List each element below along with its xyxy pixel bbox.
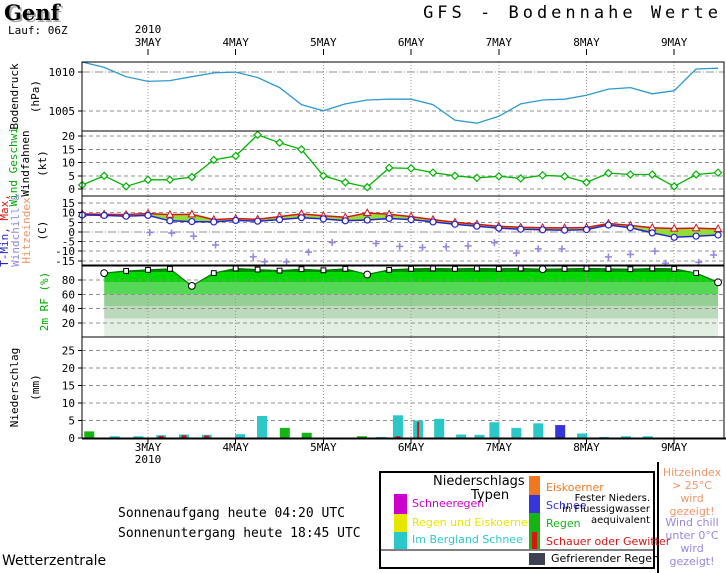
liquid-equivalent-note: Fester Nieders. in Fluessigwasser aequiv… [562, 493, 650, 526]
wind-chill-note: Wind chill unter 0°C wird gezeigt! [660, 516, 724, 568]
site-name: Wetterzentrale [2, 553, 107, 569]
svg-text:0: 0 [68, 226, 75, 239]
svg-text:Wind Geschwi.: Wind Geschwi. [7, 120, 20, 206]
mountain-snow-label: Im Bergland Schnee [412, 533, 523, 546]
svg-text:7MAY: 7MAY [486, 441, 513, 454]
svg-text:Windfahnen: Windfahnen [19, 130, 32, 196]
svg-text:25: 25 [62, 345, 75, 358]
storm-stripe-swatch [532, 532, 537, 549]
rain-ice-label: Regen und Eiskoerner [412, 516, 533, 529]
heat-note-line-1: Hitzeindex [662, 466, 722, 479]
svg-text:6MAY: 6MAY [398, 441, 425, 454]
chart-title: GFS - Bodennahe Werte [423, 3, 722, 23]
equiv-line-2: in Fluessigwasser [562, 504, 650, 515]
svg-text:0: 0 [68, 432, 75, 445]
rain-label: Regen [546, 517, 581, 530]
svg-text:9MAY: 9MAY [661, 36, 688, 49]
equiv-line-3: aequivalent [591, 515, 650, 526]
run-label: Lauf: 06Z [8, 24, 68, 37]
svg-text:2010: 2010 [135, 23, 162, 36]
svg-text:5: 5 [68, 170, 75, 183]
ice-pellets-swatch [529, 476, 540, 495]
ice-pellets-label: Eiskoerner [546, 481, 604, 494]
mountain-snow-swatch [394, 532, 407, 549]
sleet-swatch [394, 494, 407, 514]
svg-text:(hPa): (hPa) [29, 80, 42, 113]
rain-ice-swatch [394, 514, 407, 532]
svg-text:8MAY: 8MAY [573, 441, 600, 454]
freezing-rain-label: Gefrierender Regen [551, 552, 659, 565]
chill-note-line-1: Wind chill [665, 516, 719, 529]
svg-text:15: 15 [62, 143, 75, 156]
svg-text:Bodendruck: Bodendruck [8, 63, 21, 130]
legend-title-line2: Typen [471, 488, 510, 503]
svg-text:9MAY: 9MAY [661, 441, 688, 454]
svg-text:T-Min, Max,: T-Min, Max, [0, 194, 11, 267]
svg-text:3MAY: 3MAY [135, 36, 162, 49]
svg-text:4MAY: 4MAY [222, 441, 249, 454]
svg-text:5MAY: 5MAY [310, 441, 337, 454]
heat-note-line-2: > 25°C [672, 479, 712, 492]
svg-text:8MAY: 8MAY [573, 36, 600, 49]
svg-text:7MAY: 7MAY [486, 36, 513, 49]
svg-text:6MAY: 6MAY [398, 36, 425, 49]
svg-text:(C): (C) [36, 221, 49, 241]
svg-text:20: 20 [62, 317, 75, 330]
svg-text:2m RF (%): 2m RF (%) [38, 272, 51, 332]
chill-note-line-3: wird gezeigt! [669, 542, 715, 568]
storm-label: Schauer oder Gewitter [546, 535, 671, 548]
svg-text:10: 10 [62, 207, 75, 220]
svg-text:-10: -10 [55, 245, 75, 258]
heat-note-line-3: wird gezeigt! [669, 492, 715, 518]
legend-title-line1: Niederschlags [433, 474, 525, 489]
sunrise-text: Sonnenaufgang heute 04:20 UTC [118, 506, 345, 521]
svg-text:-5: -5 [62, 236, 75, 249]
svg-text:15: 15 [62, 197, 75, 210]
legend-separator [381, 549, 653, 551]
svg-text:1010: 1010 [49, 66, 76, 79]
svg-text:Hitzeindex: Hitzeindex [20, 197, 33, 264]
precip-type-legend: Niederschlags Typen Schneeregen Regen un… [379, 471, 670, 569]
svg-text:2010: 2010 [135, 453, 162, 466]
svg-text:10: 10 [62, 397, 75, 410]
rain-swatch [529, 513, 540, 549]
svg-text:4MAY: 4MAY [222, 36, 249, 49]
sunset-text: Sonnenuntergang heute 18:45 UTC [118, 526, 361, 541]
svg-text:5: 5 [68, 415, 75, 428]
svg-text:10: 10 [62, 157, 75, 170]
heat-index-note: Hitzeindex > 25°C wird gezeigt! [660, 466, 724, 518]
svg-text:5MAY: 5MAY [310, 36, 337, 49]
snow-label: Schnee [546, 499, 587, 512]
freezing-rain-swatch [529, 553, 545, 565]
svg-text:Niederschlag: Niederschlag [8, 348, 21, 427]
divider-line [657, 462, 659, 573]
svg-text:(mm): (mm) [29, 374, 42, 401]
svg-text:60: 60 [62, 288, 75, 301]
svg-text:20: 20 [62, 130, 75, 143]
sleet-label: Schneeregen [412, 497, 485, 510]
chill-note-line-2: unter 0°C [665, 529, 719, 542]
svg-text:1005: 1005 [49, 105, 76, 118]
svg-text:5: 5 [68, 216, 75, 229]
snow-swatch [529, 495, 540, 513]
svg-text:Windchill &: Windchill & [9, 194, 22, 267]
panel-precipitation: 25 20 15 10 5 0 Niederschlag (mm) [8, 336, 725, 445]
svg-text:3MAY: 3MAY [135, 441, 162, 454]
svg-text:15: 15 [62, 380, 75, 393]
svg-text:20: 20 [62, 362, 75, 375]
equiv-line-1: Fester Nieders. [574, 493, 650, 504]
svg-text:-15: -15 [55, 255, 75, 268]
svg-text:(kt): (kt) [36, 150, 49, 177]
svg-text:40: 40 [62, 303, 75, 316]
station-name: Genf [4, 0, 60, 25]
svg-text:0: 0 [68, 183, 75, 196]
svg-text:80: 80 [62, 274, 75, 287]
panel-pressure: 1010 1005 Bodendruck (hPa) [8, 61, 725, 132]
